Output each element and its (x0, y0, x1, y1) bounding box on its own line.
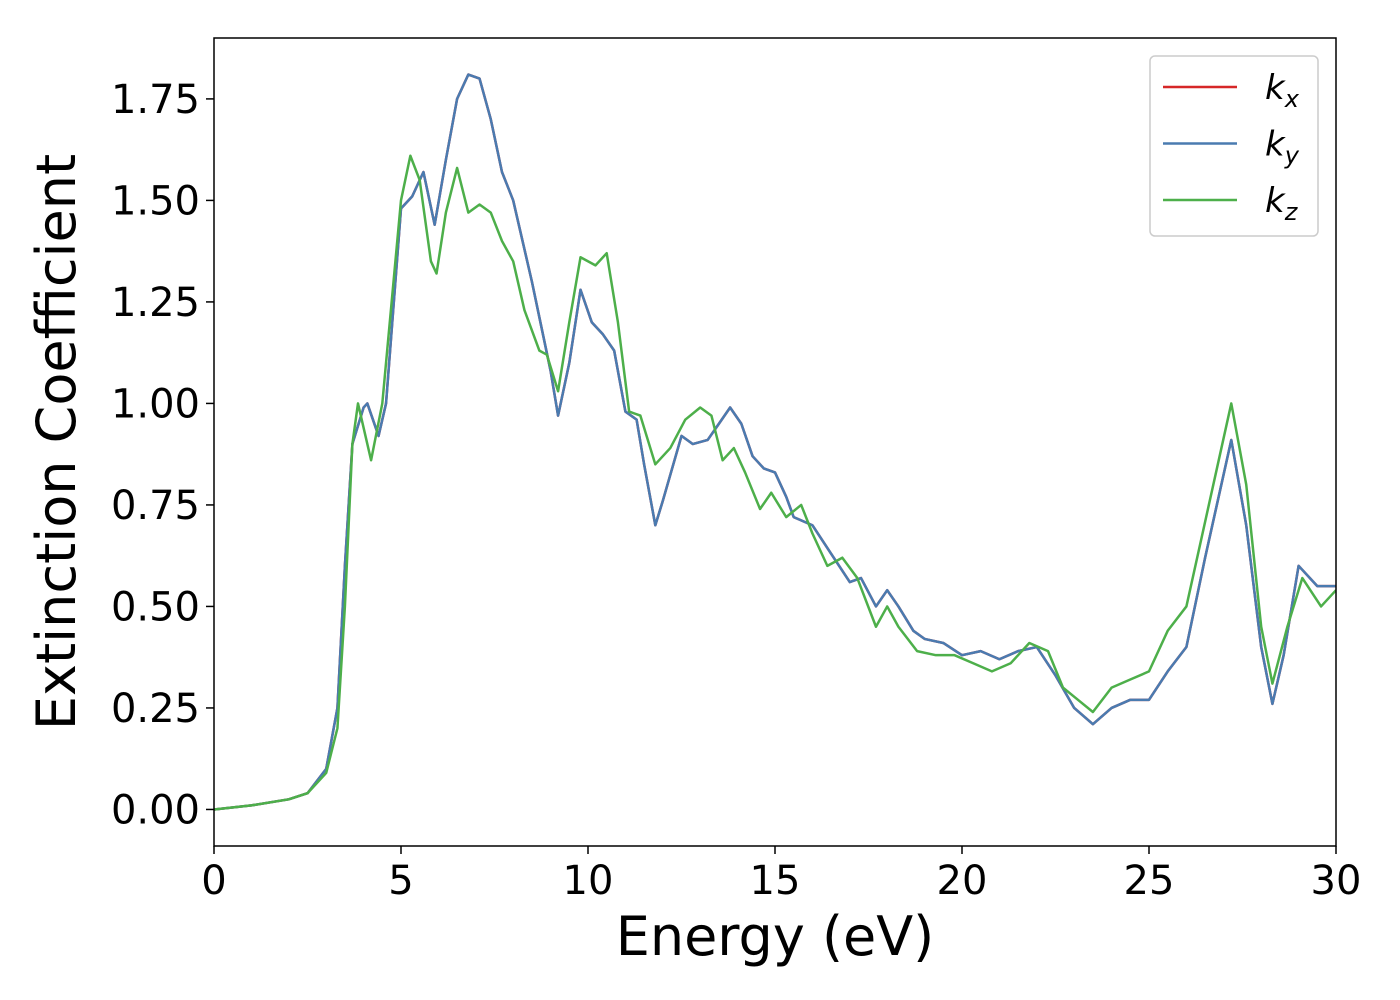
x-tick-label: 0 (201, 858, 226, 904)
y-tick-label: 0.75 (111, 483, 200, 529)
x-tick-label: 25 (1124, 858, 1175, 904)
legend-box (1149, 55, 1319, 237)
y-tick-label: 1.00 (111, 381, 200, 427)
legend-label: kz (1265, 181, 1299, 226)
y-axis-label: Extinction Coefficient (25, 154, 88, 730)
x-axis-label: Energy (eV) (616, 905, 935, 968)
y-tick-label: 0.25 (111, 686, 200, 732)
legend-label: ky (1265, 125, 1300, 170)
legend-label-main: k (1265, 68, 1286, 108)
x-tick-label: 30 (1311, 858, 1362, 904)
y-tick-label: 1.25 (111, 280, 200, 326)
legend-label-sub: z (1284, 198, 1299, 226)
x-tick-label: 5 (388, 858, 413, 904)
legend-label-sub: x (1284, 85, 1300, 113)
line-series (214, 73, 1336, 811)
x-tick-label: 15 (750, 858, 801, 904)
y-tick-label: 0.50 (111, 584, 200, 630)
x-tick-label: 10 (563, 858, 614, 904)
legend-label: kx (1265, 68, 1300, 113)
y-tick-label: 0.00 (111, 787, 200, 833)
line-series (214, 154, 1336, 811)
plot-frame (213, 37, 1337, 847)
y-tick-label: 1.75 (111, 77, 200, 123)
legend-label-main: k (1265, 125, 1286, 165)
legend-label-sub: y (1284, 142, 1300, 170)
y-tick-label: 1.50 (111, 178, 200, 224)
legend-label-main: k (1265, 181, 1286, 221)
x-tick-label: 20 (937, 858, 988, 904)
